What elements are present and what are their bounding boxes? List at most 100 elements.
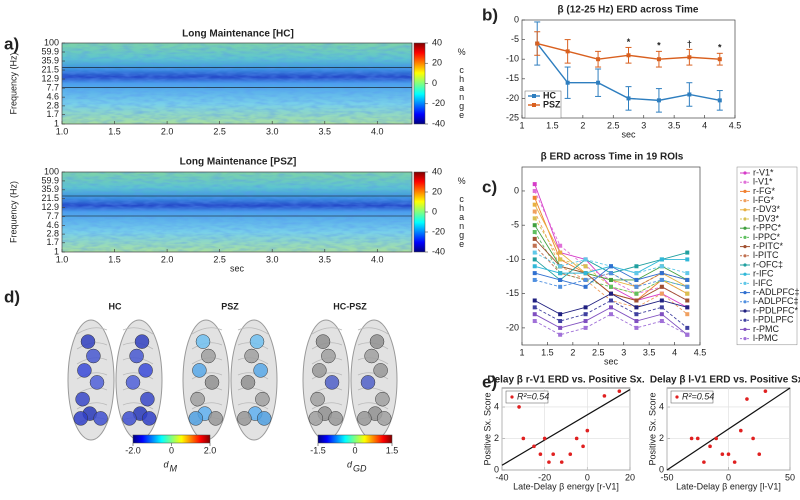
roi bbox=[93, 411, 108, 426]
marker bbox=[583, 257, 588, 262]
marker bbox=[558, 326, 562, 330]
sulcus bbox=[237, 372, 269, 380]
y-tick-label: -5 bbox=[511, 34, 519, 44]
marker bbox=[558, 271, 562, 275]
marker bbox=[558, 257, 562, 262]
x-tick-label: -40 bbox=[495, 472, 508, 482]
legend-label: l-PMC bbox=[753, 333, 778, 343]
y-tick-label: 59.9 bbox=[41, 46, 59, 56]
marker bbox=[583, 319, 588, 323]
legend-marker bbox=[743, 318, 747, 322]
roi bbox=[208, 411, 223, 426]
chart-title: Delay β l-V1 ERD vs. Positive Sx. bbox=[650, 375, 800, 386]
marker bbox=[533, 257, 537, 262]
x-tick-label: 3 bbox=[621, 347, 626, 357]
legend-label: r-DV3* bbox=[753, 204, 781, 214]
y-tick-label: 21.5 bbox=[41, 64, 59, 74]
series-line bbox=[534, 313, 688, 336]
y-tick-label: 100 bbox=[44, 37, 59, 47]
marker bbox=[685, 305, 689, 309]
panel-label: a) bbox=[4, 34, 19, 53]
marker bbox=[634, 278, 639, 282]
marker bbox=[533, 196, 537, 200]
y-tick-label: -25 bbox=[506, 112, 519, 122]
chart-title: Long Maintenance [PSZ] bbox=[180, 157, 297, 168]
marker bbox=[685, 326, 689, 330]
colorbar-label: % change bbox=[457, 47, 467, 119]
marker bbox=[609, 271, 613, 275]
colorbar-tick-label: -2.0 bbox=[125, 445, 141, 455]
marker bbox=[660, 257, 664, 262]
point bbox=[732, 460, 737, 464]
colorbar-tick-label: 20 bbox=[432, 58, 442, 68]
marker bbox=[685, 312, 689, 316]
marker bbox=[533, 319, 537, 323]
roi bbox=[75, 391, 90, 407]
roi bbox=[256, 411, 272, 426]
y-tick-label: 2 bbox=[659, 433, 664, 443]
x-tick-label: 0 bbox=[585, 472, 590, 482]
spectrogram-texture bbox=[62, 172, 412, 252]
y-tick-label: 12.9 bbox=[41, 202, 59, 212]
y-tick-label: -15 bbox=[506, 288, 519, 298]
marker bbox=[634, 264, 639, 268]
legend-label: r-PMC bbox=[753, 324, 779, 334]
y-tick-label: 7.7 bbox=[46, 211, 59, 221]
legend-label: l-ADLPFC‡ bbox=[753, 296, 799, 306]
x-tick-label: 1.5 bbox=[541, 347, 554, 357]
x-tick-label: 3.5 bbox=[319, 126, 332, 136]
roi bbox=[192, 363, 207, 378]
marker bbox=[660, 271, 664, 275]
sulcus bbox=[76, 327, 108, 335]
legend-marker bbox=[743, 245, 747, 249]
x-tick-label: 1.5 bbox=[546, 120, 559, 130]
legend-marker bbox=[743, 180, 747, 184]
colorbar bbox=[132, 434, 211, 444]
y-axis-label: Positive Sx. Score bbox=[482, 392, 492, 465]
x-tick-label: 3.5 bbox=[319, 254, 332, 264]
legend-label: l-PDLPFC bbox=[753, 315, 794, 325]
colorbar-tick-label: 0 bbox=[169, 445, 174, 455]
roi bbox=[80, 334, 96, 349]
legend-marker bbox=[743, 171, 747, 175]
colorbar-tick-label: 2.0 bbox=[204, 445, 217, 455]
x-tick-label: 2.0 bbox=[161, 126, 174, 136]
x-tick-label: 3.5 bbox=[668, 120, 681, 130]
sulcus bbox=[191, 327, 223, 335]
marker bbox=[558, 319, 562, 323]
legend-marker bbox=[743, 281, 747, 285]
chart-title: Long Maintenance [HC] bbox=[182, 29, 294, 40]
marker bbox=[609, 278, 613, 282]
point bbox=[517, 405, 521, 409]
x-axis-label: Late-Delay β energy [r-V1] bbox=[513, 481, 619, 491]
x-axis-label: sec bbox=[604, 356, 619, 366]
marker bbox=[596, 80, 601, 85]
roi bbox=[129, 348, 144, 364]
marker bbox=[535, 41, 540, 46]
legend-label: r-PDLPFC* bbox=[753, 305, 799, 315]
plot-frame bbox=[521, 19, 736, 119]
legend-marker bbox=[743, 337, 747, 341]
legend-marker bbox=[743, 309, 747, 313]
roi bbox=[373, 363, 388, 378]
point bbox=[585, 428, 590, 433]
legend-marker bbox=[743, 235, 747, 239]
legend-marker bbox=[743, 199, 747, 203]
marker bbox=[634, 326, 639, 330]
marker bbox=[583, 305, 588, 309]
annotation-marker bbox=[675, 395, 679, 399]
point bbox=[714, 436, 718, 441]
x-tick-label: 4.0 bbox=[371, 254, 384, 264]
marker bbox=[533, 189, 537, 193]
colorbar bbox=[413, 42, 426, 125]
roi bbox=[310, 391, 325, 407]
marker bbox=[533, 216, 537, 220]
y-tick-label: 59.9 bbox=[41, 175, 59, 185]
sulcus bbox=[357, 372, 389, 380]
y-tick-label: 12.9 bbox=[41, 73, 59, 83]
map-title: PSZ bbox=[221, 301, 239, 311]
plot-frame bbox=[521, 166, 701, 346]
chart-title: β ERD across Time in 19 ROIs bbox=[541, 152, 684, 163]
legend-label: l-V1* bbox=[753, 177, 773, 187]
marker bbox=[660, 305, 664, 309]
